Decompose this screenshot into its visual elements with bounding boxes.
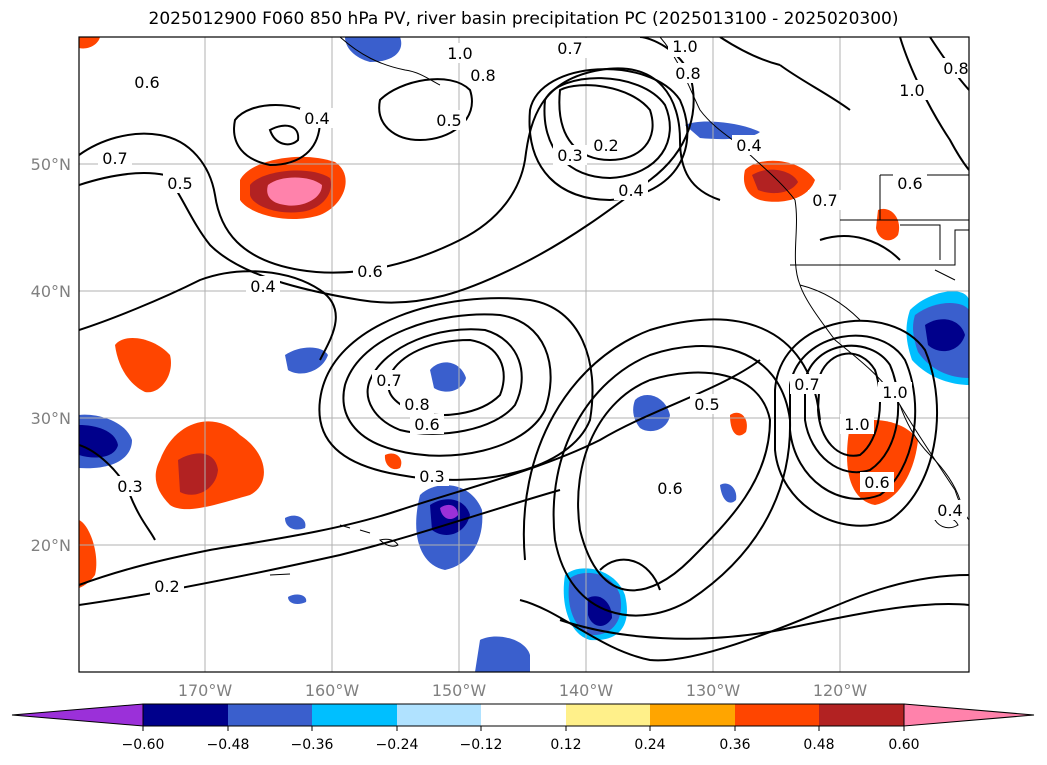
anomaly-blob-positive [876,208,900,241]
contour-label: 0.7 [376,371,401,390]
longitude-labels: 170°W 160°W 150°W 140°W 130°W 120°W [178,681,868,700]
contour-label: 0.4 [304,109,329,128]
contour-label: 0.8 [943,59,968,78]
anomaly-blob-positive [752,169,798,194]
colorbar-tick-label: −0.36 [291,737,334,753]
colorbar-tick-label: −0.60 [122,737,165,753]
contour-label: 0.3 [557,146,582,165]
contour-label: 1.0 [672,37,697,56]
contour-label: 0.6 [897,174,922,193]
anomaly-blob-negative [720,483,737,503]
contour-label: 0.5 [694,395,719,414]
anomaly-blob-positive [79,37,100,49]
contour-label: 0.6 [657,479,682,498]
map-title: 2025012900 F060 850 hPa PV, river basin … [148,9,899,29]
lon-label-170w: 170°W [178,681,233,700]
contour-label: 0.7 [102,149,127,168]
contour-label: 1.0 [844,415,869,434]
anomaly-blob-negative [475,636,530,672]
colorbar-segment [312,704,397,726]
contour-label: 1.0 [899,81,924,100]
contour-label: 1.0 [447,44,472,63]
contour-label: 0.4 [618,181,643,200]
contour-label: 0.4 [937,501,962,520]
colorbar-segment [819,704,904,726]
colorbar-frame [142,703,905,727]
lat-label-40n: 40°N [31,282,71,301]
contour-label: 0.3 [117,477,142,496]
lat-label-20n: 20°N [31,536,71,555]
colorbar-segment [143,704,228,726]
contour-labels: 0.6 0.4 0.7 0.5 1.0 0.8 0.5 0.7 1.0 0.3 … [98,37,969,596]
contour-label: 0.3 [419,467,444,486]
anomaly-blob-negative [345,37,402,62]
anomaly-blob-negative [285,347,328,374]
lon-label-160w: 160°W [305,681,360,700]
colorbar-extend-low [11,703,144,727]
contour-label: 0.6 [414,415,439,434]
colorbar-tick-label: 0.36 [719,737,750,753]
colorbar-segment [481,704,566,726]
anomaly-blob-negative [685,121,760,140]
contour-label: 0.5 [167,174,192,193]
contour-label: 0.5 [436,111,461,130]
colorbar-segment [650,704,735,726]
colorbar-segment [566,704,650,726]
latitude-labels: 20°N 30°N 40°N 50°N [31,155,71,555]
colorbar-extend-high [903,703,1035,727]
anomaly-blob-positive [267,177,322,206]
contour-label: 0.7 [812,191,837,210]
colorbar-tick-label: −0.12 [460,737,503,753]
colorbar-tick-label: 0.48 [803,737,834,753]
anomaly-blob-negative [288,594,307,605]
contour-label: 0.6 [134,73,159,92]
contour-label: 0.8 [404,395,429,414]
contour-label: 0.7 [557,39,582,58]
anomaly-blob-positive [384,453,402,470]
contour-label: 0.4 [250,277,275,296]
anomaly-blob-negative [925,319,965,352]
colorbar-segment [735,704,819,726]
anomaly-blob-positive [79,520,97,588]
colorbar-segment [397,704,481,726]
anomaly-blob-negative [285,515,306,530]
lat-label-50n: 50°N [31,155,71,174]
colorbar-tick-label: 0.60 [888,737,919,753]
contour-label: 0.2 [154,577,179,596]
contour-label: 0.6 [357,262,382,281]
colorbar: −0.60 −0.48 −0.36 −0.24 −0.12 0.12 0.24 … [11,703,1035,753]
contour-label: 0.4 [736,136,761,155]
colorbar-segment [228,704,312,726]
lon-label-130w: 130°W [686,681,741,700]
lon-label-140w: 140°W [559,681,614,700]
lon-label-150w: 150°W [432,681,487,700]
contour-label: 0.8 [675,64,700,83]
colorbar-tick-label: 0.24 [634,737,665,753]
anomaly-blob-negative [430,362,466,392]
colorbar-tick-label: −0.48 [207,737,250,753]
contour-label: 0.6 [864,473,889,492]
contour-label: 1.0 [882,383,907,402]
anomaly-blob-negative [440,504,458,520]
contour-label: 0.8 [470,66,495,85]
anomaly-blob-positive [178,453,218,495]
contour-label: 0.2 [593,136,618,155]
contour-label: 0.7 [794,375,819,394]
colorbar-tick-label: 0.12 [550,737,581,753]
coastlines [269,37,969,576]
anomaly-blob-positive [115,337,171,393]
map-plot-area: 0.6 0.4 0.7 0.5 1.0 0.8 0.5 0.7 1.0 0.3 … [79,37,969,672]
colorbar-tick-label: −0.24 [376,737,419,753]
map-frame [78,36,970,673]
lat-label-30n: 30°N [31,409,71,428]
lon-label-120w: 120°W [813,681,868,700]
